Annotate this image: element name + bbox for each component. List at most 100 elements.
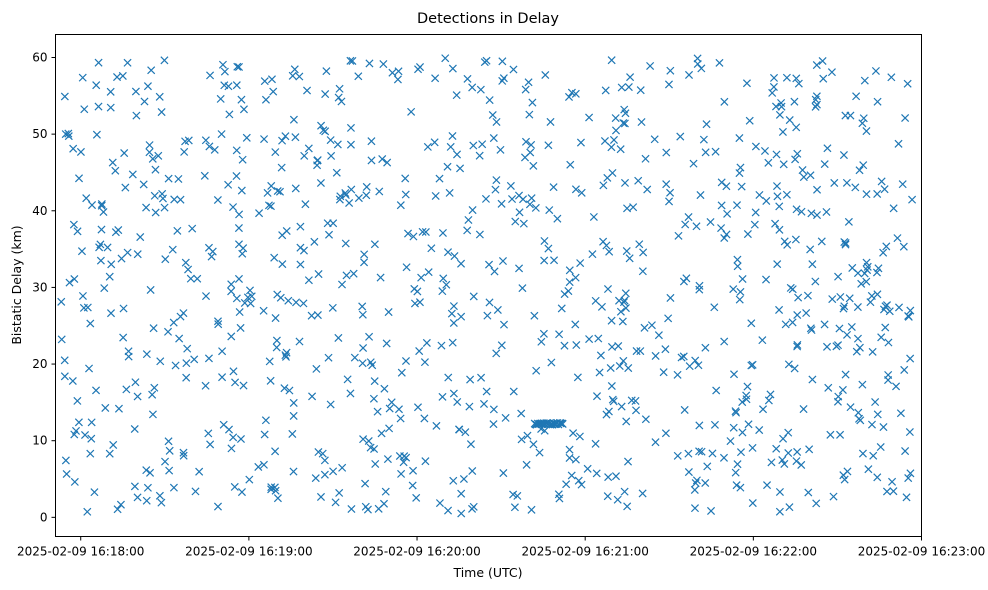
detection-point	[574, 476, 583, 485]
detection-point	[745, 116, 754, 125]
detection-point	[732, 201, 742, 210]
detection-point	[275, 187, 285, 196]
detection-point	[607, 143, 616, 152]
detection-point	[313, 156, 322, 165]
detection-point	[766, 390, 775, 399]
detection-point	[884, 338, 893, 347]
detection-point	[145, 141, 154, 150]
detection-point	[807, 209, 816, 218]
detection-point	[245, 475, 254, 484]
detection-point	[73, 227, 82, 236]
detection-point	[794, 293, 803, 302]
detection-point	[571, 273, 580, 282]
detection-point	[175, 334, 184, 343]
detection-point	[576, 259, 585, 268]
detection-point	[316, 178, 325, 188]
detection-point	[373, 407, 382, 416]
detection-point	[791, 155, 800, 164]
detection-point	[324, 353, 333, 362]
detection-point	[588, 250, 597, 259]
detection-point	[139, 180, 148, 189]
detection-point	[729, 370, 739, 379]
detection-point	[234, 240, 243, 249]
detection-point	[519, 219, 528, 228]
detection-point	[525, 110, 534, 119]
detection-point	[763, 481, 772, 490]
detection-point	[267, 485, 276, 494]
detection-point	[271, 314, 280, 323]
detection-point	[600, 136, 609, 146]
detection-point	[148, 390, 157, 399]
detection-point	[873, 410, 882, 419]
detection-point	[160, 56, 169, 65]
detection-point	[896, 409, 905, 418]
detection-point	[438, 392, 447, 401]
y-tick-label: 40	[32, 204, 47, 218]
detection-point	[402, 453, 411, 462]
detection-point	[69, 220, 78, 229]
detection-point	[73, 396, 82, 405]
detection-point	[90, 488, 99, 497]
detection-point	[376, 273, 385, 282]
detection-point	[461, 428, 470, 437]
detection-point	[812, 211, 822, 220]
detection-point	[632, 347, 641, 356]
detection-point	[822, 207, 831, 216]
detection-point	[710, 420, 719, 429]
detection-point	[329, 467, 338, 476]
detection-point	[284, 296, 293, 305]
detection-point	[611, 472, 621, 481]
detection-point	[894, 303, 904, 312]
detection-point	[631, 406, 641, 415]
detection-point	[155, 92, 164, 101]
detection-point	[881, 323, 890, 332]
detection-point	[296, 222, 305, 231]
detection-point	[476, 85, 485, 94]
detection-point	[475, 151, 484, 160]
detection-point	[463, 74, 472, 83]
detection-point	[379, 60, 388, 69]
detection-point	[873, 473, 882, 482]
detection-point	[133, 250, 142, 259]
detection-point	[455, 425, 464, 434]
detection-point	[862, 127, 871, 136]
detection-point	[862, 277, 871, 286]
detection-point	[341, 239, 350, 248]
detection-point	[387, 398, 396, 407]
detection-point	[422, 338, 431, 347]
detection-point	[767, 458, 776, 467]
detection-point	[218, 347, 227, 356]
detection-point	[271, 486, 280, 495]
detection-point	[232, 81, 241, 90]
detection-point	[732, 481, 741, 490]
detection-point	[423, 142, 432, 151]
detection-point	[142, 203, 151, 212]
detection-point	[457, 312, 466, 321]
detection-point	[468, 83, 477, 92]
detection-point	[604, 473, 613, 482]
detection-point	[673, 451, 682, 460]
detection-point	[771, 219, 780, 228]
detection-point	[906, 469, 915, 478]
detection-point	[681, 220, 690, 229]
detection-point	[873, 290, 882, 299]
detection-point	[603, 492, 612, 501]
detection-point	[136, 233, 145, 242]
detection-point	[86, 319, 95, 328]
detection-point	[354, 194, 363, 203]
detection-point	[168, 245, 177, 254]
detection-point	[270, 253, 279, 262]
detection-point	[680, 405, 689, 414]
detection-point	[601, 86, 610, 95]
detection-point	[839, 151, 848, 160]
detection-point	[415, 347, 424, 356]
detection-point	[690, 485, 699, 494]
detection-point	[358, 310, 367, 319]
detection-point	[783, 240, 792, 249]
detection-point	[291, 133, 300, 142]
detection-point	[230, 482, 239, 491]
detection-point	[82, 194, 91, 203]
detection-point	[695, 421, 704, 430]
detection-point	[337, 97, 346, 106]
detection-point	[726, 437, 735, 446]
